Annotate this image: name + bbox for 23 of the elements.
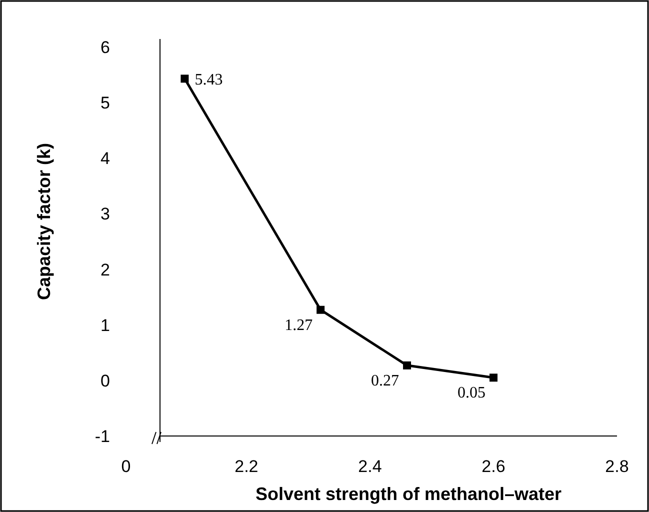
y-tick-label: 6 <box>100 38 110 57</box>
text: 0 <box>121 457 131 476</box>
y-tick-label: 4 <box>100 149 110 168</box>
data-label: 1.27 <box>284 316 313 334</box>
y-tick-label: -1 <box>94 427 110 446</box>
point <box>316 306 325 314</box>
x-tick-label: 2.2 <box>234 457 258 476</box>
y-tick-label: 5 <box>100 94 110 113</box>
data-label: 0.05 <box>457 384 486 402</box>
data-label: 5.43 <box>194 72 223 89</box>
data-label: 0.27 <box>371 372 400 390</box>
y-tick-label: 1 <box>100 316 110 335</box>
x-tick-label: 2.4 <box>358 457 382 476</box>
y-tick-label: 0 <box>100 371 110 390</box>
x-tick-label: 2.8 <box>605 457 629 476</box>
x-axis-title: Solvent strength of methanol–water <box>255 484 562 504</box>
point <box>180 74 189 83</box>
y-tick-label: 3 <box>100 204 110 224</box>
y-axis-title: Capacity factor (k) <box>34 142 54 300</box>
point <box>403 361 412 370</box>
point <box>489 374 498 382</box>
x-tick-label: 2.6 <box>482 457 506 476</box>
y-tick-label: 2 <box>100 260 110 280</box>
